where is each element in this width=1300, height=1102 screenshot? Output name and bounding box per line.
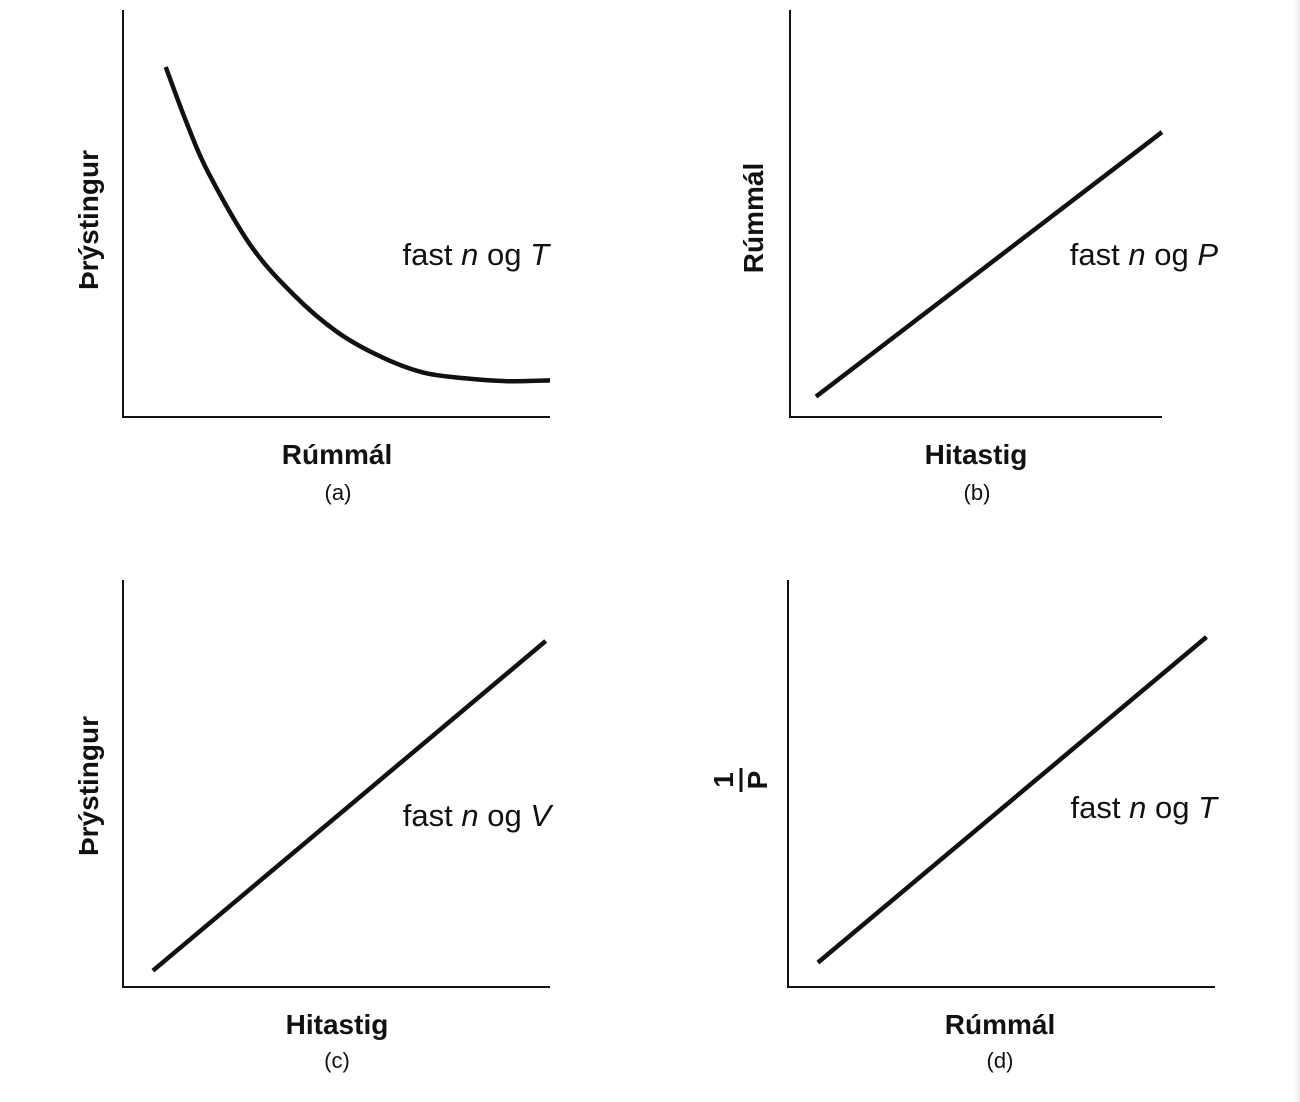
annotation-conjunction: og [1155,790,1189,825]
annotation-conjunction: og [487,237,521,272]
panel-a-xlabel: Rúmmál [282,439,392,470]
annotation-variable: n [461,237,478,272]
panel-b-caption: (b) [964,480,991,505]
panel-d-xlabel: Rúmmál [945,1009,1055,1040]
panel-b: Rúmmál Hitastig (b) fast n og P [738,10,1218,505]
panel-b-axes [789,10,1162,418]
annotation-conjunction: og [487,798,521,833]
panel-c-series-line [151,639,548,973]
page-edge-shadow [1294,0,1300,1102]
panel-d-series-line [816,635,1208,965]
annotation-variable: V [530,798,554,833]
annotation-variable: n [461,798,478,833]
panel-b-annotation: fast n og P [1070,237,1219,272]
panel-d-axes [787,580,1215,988]
panel-a: Þrýstingur Rúmmál (a) fast n og T [73,10,551,505]
panel-a-series-line [163,66,551,384]
panel-a-caption: (a) [325,480,352,505]
panel-d-annotation: fast n og T [1070,790,1219,825]
panel-b-ylabel: Rúmmál [738,163,769,273]
panel-c-xlabel: Hitastig [286,1009,389,1040]
panel-d-caption: (d) [987,1048,1014,1073]
panel-c: Þrýstingur Hitastig (c) fast n og V [73,580,554,1073]
panel-c-ylabel: Þrýstingur [73,716,104,856]
panel-d: 1 P Rúmmál (d) fast n og T [708,580,1219,1073]
annotation-variable: P [1197,237,1218,272]
annotation-word: fast [403,798,453,833]
panel-c-annotation: fast n og V [403,798,555,833]
panel-a-ylabel: Þrýstingur [73,150,104,290]
annotation-conjunction: og [1154,237,1188,272]
panel-c-caption: (c) [324,1048,350,1073]
annotation-variable: n [1129,790,1146,825]
annotation-variable: n [1128,237,1145,272]
annotation-variable: T [1198,790,1219,825]
panel-b-xlabel: Hitastig [925,439,1028,470]
annotation-word: fast [1070,237,1120,272]
panel-d-ylabel-numerator: 1 [708,772,739,788]
panel-d-ylabel-fraction: 1 P [708,768,773,792]
annotation-variable: T [530,237,551,272]
panel-a-annotation: fast n og T [402,237,551,272]
panel-d-ylabel-denominator: P [742,771,773,790]
panel-b-series-line [814,130,1164,399]
annotation-word: fast [402,237,452,272]
panel-a-axes [122,10,550,418]
annotation-word: fast [1070,790,1120,825]
panel-c-axes [122,580,550,988]
